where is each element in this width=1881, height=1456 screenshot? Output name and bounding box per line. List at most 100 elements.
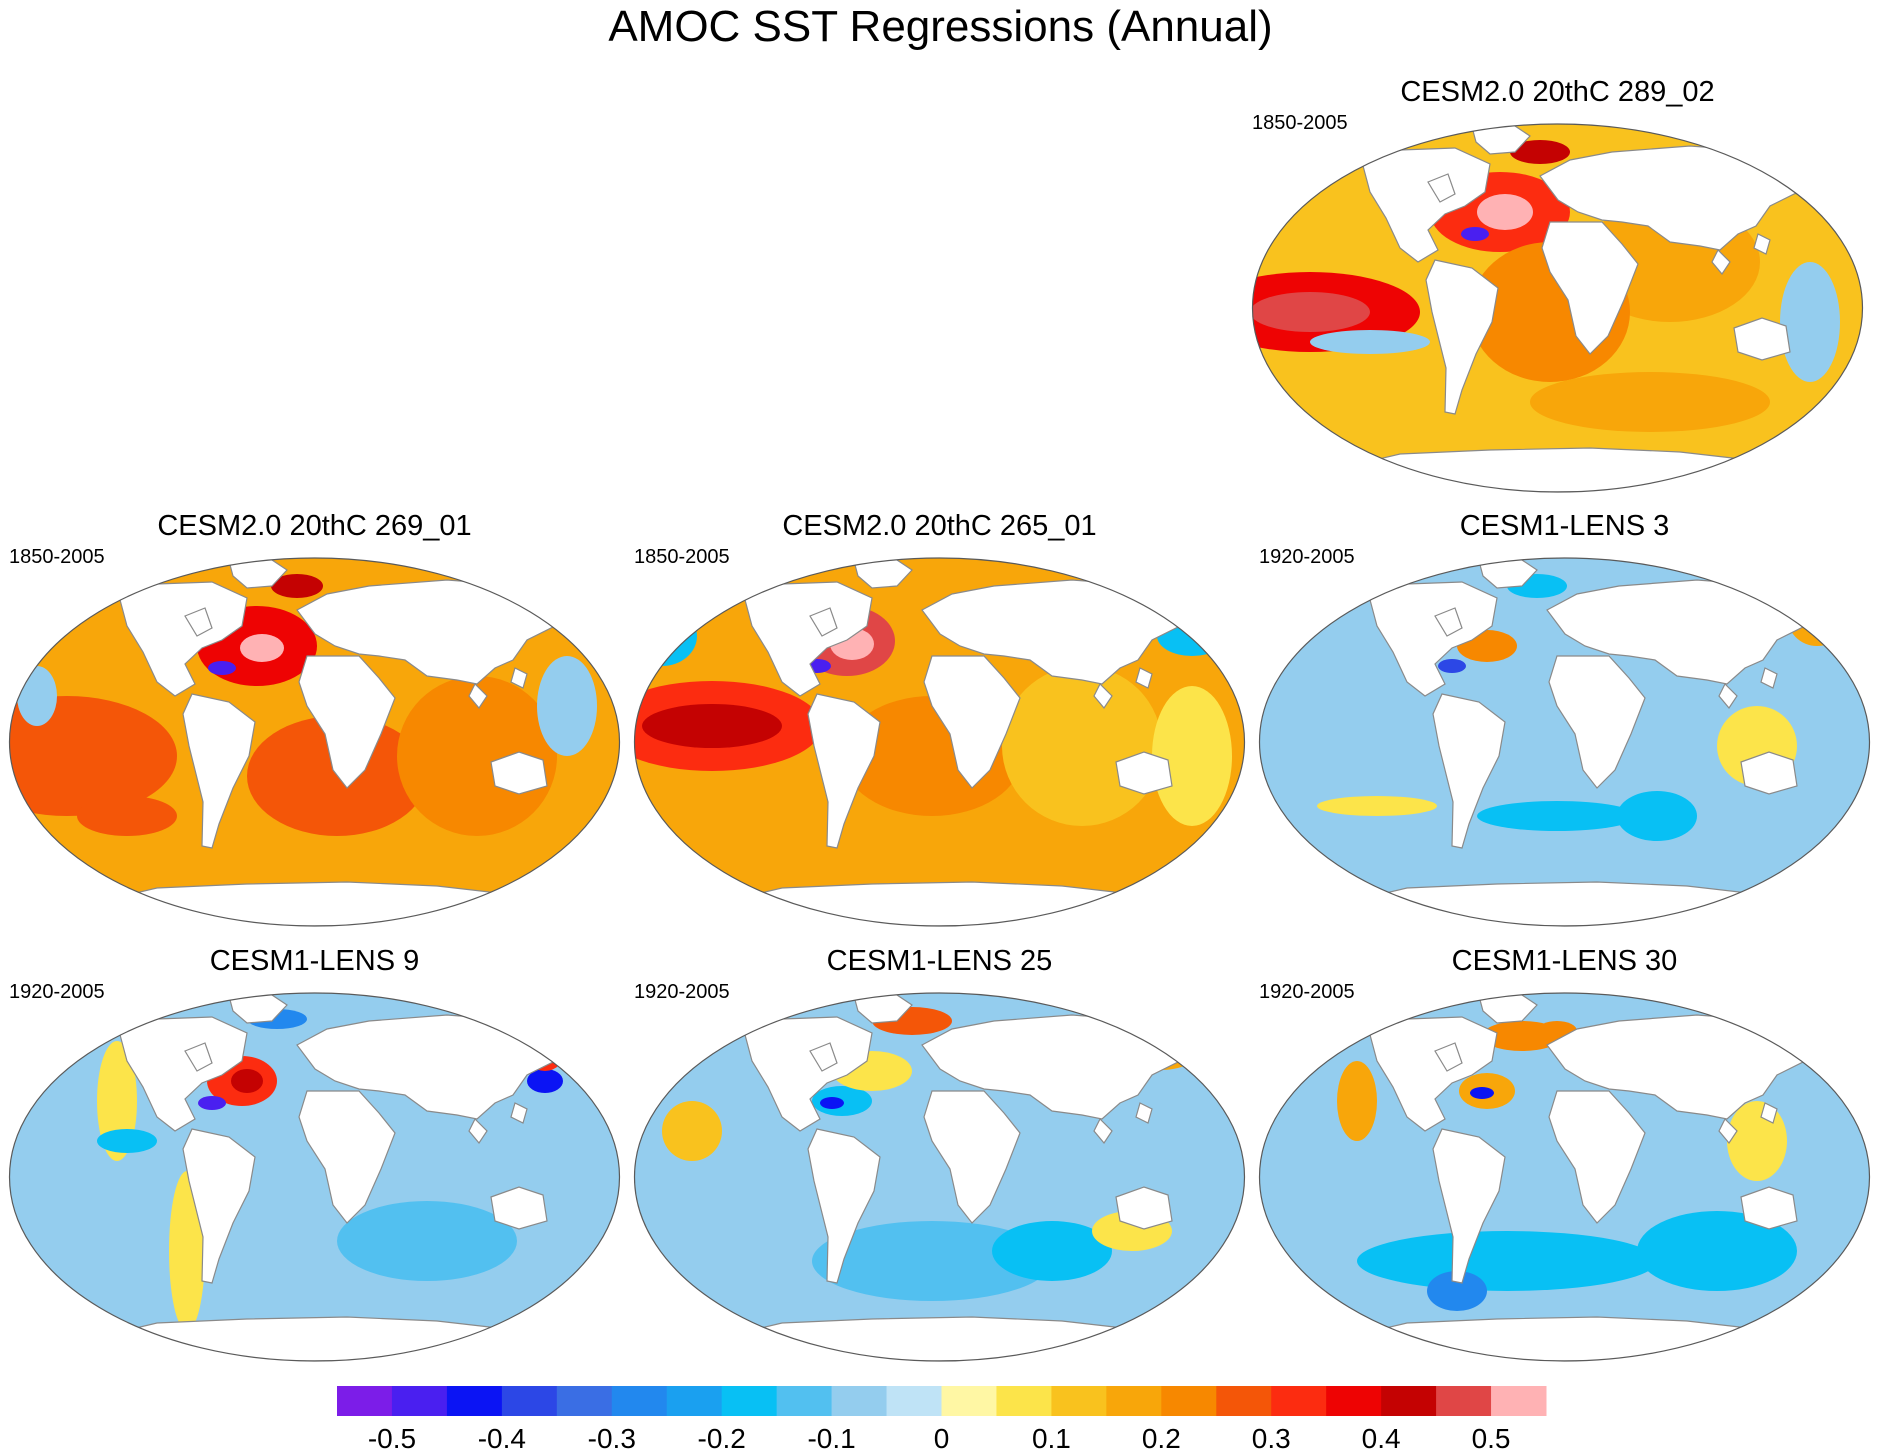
panel-title: CESM1-LENS 30 [1451,945,1678,977]
sst-anomaly-region [537,656,597,756]
map-border [633,992,1246,1362]
sst-anomaly-region [337,1201,517,1281]
landmass [118,1016,248,1132]
colorbar-swatch [391,1386,448,1416]
landmass [1541,221,1639,355]
landmass [490,751,548,795]
landmass [1733,317,1791,361]
landmass [184,1042,213,1072]
panel-period: 1920-2005 [1259,981,1355,1003]
sst-anomaly-region [77,796,177,836]
sst-anomaly-region [812,1221,1052,1301]
sst-anomaly-region [1461,227,1489,241]
landmass [118,581,248,697]
colorbar-swatch [1106,1386,1162,1416]
colorbar-swatch [886,1386,942,1416]
landmass [1478,558,1538,589]
landmass [1539,145,1811,251]
landmass [490,1186,548,1230]
map-border [8,557,621,927]
landmass [1718,682,1738,710]
colorbar-tick-label: -0.2 [698,1423,746,1454]
landmass [228,558,288,589]
landmass [923,1090,1021,1224]
map-panel: CESM2.0 20thC 269_01 1850-2005 [7,510,622,930]
colorbar-swatch [721,1386,778,1416]
panel-period: 1850-2005 [9,546,105,568]
landmass [1432,693,1506,849]
sst-anomaly-region [1002,666,1162,826]
sst-anomaly-region [1252,292,1370,332]
colorbar-swatch [611,1386,668,1416]
sst-anomaly-region [97,1129,157,1153]
landmass [743,1016,873,1132]
landmass [1135,667,1153,689]
world-map [633,992,1246,1362]
colorbar-tick-label: -0.1 [807,1423,855,1454]
world-map [1258,557,1871,927]
colorbar-swatch [337,1386,393,1416]
colorbar-tick-label: -0.3 [588,1423,636,1454]
panel-period: 1920-2005 [634,981,730,1003]
panel-title: CESM2.0 20thC 265_01 [782,510,1097,542]
landmass [298,1090,396,1224]
landmass [1548,1090,1646,1224]
landmass [1548,655,1646,789]
landmass [468,1117,488,1145]
landmass [1760,667,1778,689]
landmass [853,558,913,589]
map-panel: CESM1-LENS 9 1920-2005 [7,945,622,1365]
sst-anomaly-region [992,1221,1112,1281]
landmass [921,1014,1193,1120]
world-map [1251,123,1864,493]
colorbar-tick-label: -0.5 [368,1423,416,1454]
sst-anomaly-region [1787,586,1847,646]
map-border [8,992,621,1362]
landmass [1471,124,1531,155]
landmass [807,693,881,849]
sst-anomaly-region [1470,1087,1494,1099]
world-map [1258,992,1871,1362]
sst-anomaly-region [1477,194,1533,230]
landmass [1425,259,1499,415]
landmass [1478,993,1538,1024]
sst-anomaly-region [1530,372,1770,432]
colorbar-tick-label: 0.5 [1472,1423,1511,1454]
world-map [8,557,621,927]
landmass [1368,1016,1498,1132]
landmass [1115,1186,1173,1230]
sst-anomaly-region [240,634,284,662]
colorbar-swatch [831,1386,888,1416]
sst-anomaly-region [527,1069,563,1093]
sst-anomaly-region [198,1096,226,1110]
landmass [296,579,568,685]
landmass [296,1014,568,1120]
landmass [1093,1117,1113,1145]
sst-anomaly-region [1427,1271,1487,1311]
colorbar-swatch [1326,1386,1382,1416]
panel-title: CESM1-LENS 25 [826,945,1053,977]
sst-anomaly-region [397,676,557,836]
landmass [809,607,838,637]
panel-title: CESM1-LENS 3 [1459,510,1670,542]
colorbar-tick-label: 0.4 [1362,1423,1401,1454]
colorbar-swatch [1491,1386,1547,1416]
colorbar-tick-label: 0.3 [1252,1423,1291,1454]
landmass [228,993,288,1024]
sst-anomaly-region [1317,796,1437,816]
landmass [1093,682,1113,710]
landmass [1740,1186,1798,1230]
colorbar-swatch [1381,1386,1437,1416]
landmass [1711,248,1731,276]
landmass [809,1042,838,1072]
sst-anomaly-region [1727,1101,1787,1181]
map-panel: CESM2.0 20thC 265_01 1850-2005 [632,510,1247,930]
landmass [807,1128,881,1284]
map-panel: CESM1-LENS 3 1920-2005 [1257,510,1872,930]
sst-anomaly-region [1477,801,1637,831]
panel-title: CESM2.0 20thC 289_02 [1400,76,1715,108]
landmass [1427,173,1456,203]
sst-anomaly-region [1357,1231,1657,1291]
colorbar-tick-label: 0.1 [1032,1423,1071,1454]
landmass [1434,1042,1463,1072]
